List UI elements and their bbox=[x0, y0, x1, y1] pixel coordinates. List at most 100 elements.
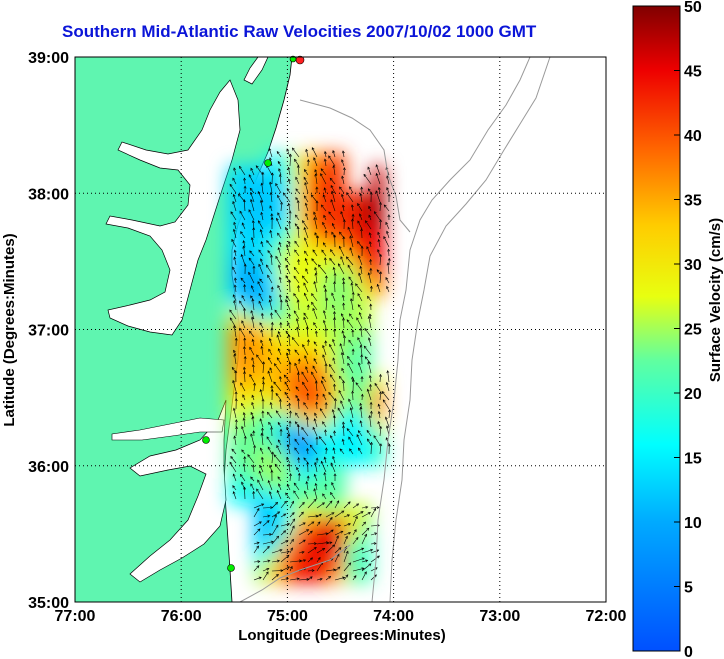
current-vector bbox=[285, 265, 291, 275]
current-vector-head bbox=[277, 348, 281, 352]
heatmap-cell bbox=[267, 166, 281, 180]
current-vector-head bbox=[229, 461, 233, 465]
current-vector-head bbox=[330, 249, 333, 253]
current-vector bbox=[321, 249, 327, 257]
current-vector bbox=[341, 352, 345, 365]
current-vector-head bbox=[347, 362, 351, 366]
current-vector-head bbox=[351, 291, 355, 295]
current-vector-head bbox=[248, 271, 251, 275]
current-vector-head bbox=[241, 481, 244, 485]
current-vector-head bbox=[304, 257, 308, 262]
heatmap-cell bbox=[228, 231, 242, 245]
current-vector-head bbox=[247, 454, 251, 458]
current-vector-head bbox=[267, 356, 271, 361]
current-vector-head bbox=[348, 339, 352, 343]
current-vector-head bbox=[368, 214, 372, 218]
current-vector-head bbox=[290, 547, 293, 551]
heatmap-cell bbox=[267, 478, 281, 492]
current-vector-head bbox=[277, 439, 281, 443]
current-vector bbox=[280, 202, 282, 212]
current-vector bbox=[368, 272, 372, 284]
current-vector-head bbox=[260, 211, 264, 215]
heatmap-cell bbox=[293, 205, 307, 219]
current-vector-head bbox=[304, 181, 308, 186]
current-vector bbox=[244, 178, 246, 185]
current-vector-head bbox=[314, 348, 317, 352]
current-vector-head bbox=[235, 426, 238, 430]
heatmap-cell bbox=[267, 374, 281, 388]
map-area bbox=[75, 57, 606, 602]
current-vector-head bbox=[288, 410, 292, 414]
current-vector-head bbox=[232, 294, 236, 298]
heatmap-cell bbox=[306, 504, 320, 518]
current-vector bbox=[334, 384, 336, 392]
heatmap-cell bbox=[228, 400, 242, 414]
current-vector-head bbox=[360, 376, 364, 380]
heatmap-cell bbox=[267, 400, 281, 414]
current-vector-head bbox=[317, 557, 321, 561]
heatmap-cell bbox=[371, 400, 385, 414]
current-vector-head bbox=[346, 514, 351, 518]
current-vector-head bbox=[302, 437, 305, 441]
current-vector bbox=[292, 337, 300, 347]
current-vector-head bbox=[387, 248, 391, 252]
current-vector bbox=[249, 188, 255, 194]
current-vector-head bbox=[357, 203, 360, 207]
current-vector-head bbox=[319, 577, 323, 581]
current-vector-head bbox=[336, 553, 340, 557]
current-vector bbox=[232, 380, 237, 392]
current-vector-head bbox=[378, 201, 382, 205]
heatmap-cell bbox=[228, 205, 242, 219]
current-vector bbox=[320, 173, 327, 185]
current-vector bbox=[260, 447, 264, 455]
y-tick-label: 39:00 bbox=[28, 50, 69, 67]
current-vector-head bbox=[331, 190, 334, 194]
current-vector-head bbox=[279, 428, 283, 432]
current-vector-head bbox=[305, 480, 309, 485]
current-vector-head bbox=[345, 550, 349, 554]
heatmap-cell bbox=[358, 348, 372, 362]
current-vector bbox=[329, 364, 336, 374]
current-vector-head bbox=[329, 257, 333, 261]
heatmap-cell bbox=[254, 322, 268, 336]
current-vector bbox=[377, 232, 381, 239]
current-vector-head bbox=[294, 438, 298, 442]
current-vector-head bbox=[377, 420, 381, 425]
current-vector-head bbox=[291, 525, 295, 529]
heatmap-cell bbox=[332, 192, 346, 206]
current-vector-head bbox=[240, 277, 244, 281]
heatmap-cell bbox=[319, 530, 333, 544]
current-vector bbox=[296, 318, 300, 329]
current-vector-head bbox=[303, 176, 307, 180]
current-vector bbox=[321, 204, 327, 212]
current-vector bbox=[370, 384, 372, 392]
current-vector bbox=[279, 376, 282, 383]
current-vector-head bbox=[266, 240, 270, 244]
current-vector bbox=[285, 227, 291, 239]
current-vector-head bbox=[313, 341, 317, 345]
current-vector-head bbox=[313, 157, 316, 161]
current-vector-head bbox=[301, 426, 305, 430]
current-vector-head bbox=[268, 337, 272, 342]
current-vector-head bbox=[358, 213, 362, 217]
y-tick-label: 36:00 bbox=[28, 459, 69, 476]
current-vector-head bbox=[296, 466, 299, 470]
current-vector-head bbox=[324, 447, 328, 451]
current-vector-head bbox=[341, 367, 345, 371]
current-vector bbox=[334, 577, 345, 581]
heatmap-cell bbox=[319, 309, 333, 323]
current-vector-head bbox=[259, 229, 263, 233]
current-vector-head bbox=[258, 470, 262, 474]
current-vector bbox=[288, 334, 291, 347]
current-vector-head bbox=[252, 490, 256, 494]
current-vector-head bbox=[277, 194, 280, 198]
current-vector bbox=[311, 302, 318, 311]
current-vector bbox=[289, 525, 295, 536]
current-vector bbox=[323, 215, 327, 221]
current-vector-head bbox=[333, 328, 337, 332]
current-vector-head bbox=[329, 500, 333, 504]
current-vector-head bbox=[337, 524, 342, 528]
heatmap-cell bbox=[306, 387, 320, 401]
current-vector bbox=[280, 513, 286, 518]
heatmap-cell bbox=[228, 387, 242, 401]
